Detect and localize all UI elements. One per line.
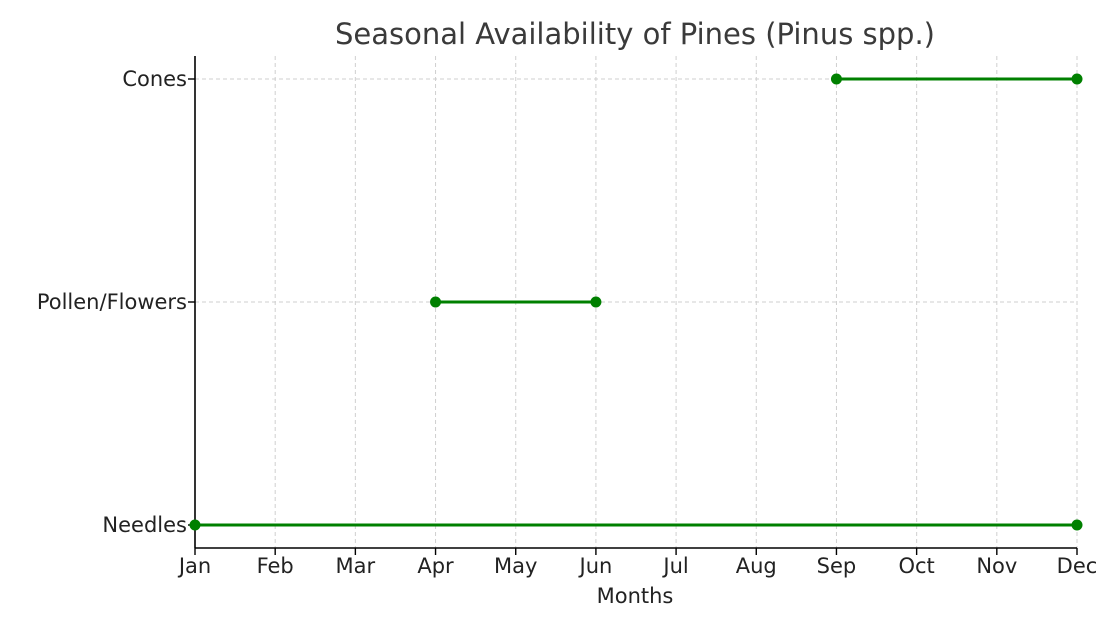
grid (194, 56, 1078, 548)
x-tick-label: Apr (417, 554, 454, 578)
y-tick-label: Needles (102, 513, 187, 537)
x-tick-label: Sep (817, 554, 857, 578)
x-tick-label: Jul (661, 554, 688, 578)
x-tick-label: Aug (736, 554, 777, 578)
chart-title: Seasonal Availability of Pines (Pinus sp… (335, 17, 935, 51)
series-point (1071, 519, 1083, 531)
x-tick-label: May (494, 554, 537, 578)
x-tick-label: Jun (578, 554, 613, 578)
x-tick-label: Feb (257, 554, 294, 578)
series (189, 73, 1083, 531)
y-tick-label: Pollen/Flowers (37, 290, 187, 314)
series-point (430, 296, 442, 308)
x-tick-label: Jan (177, 554, 211, 578)
ticks: Jan Feb Mar Apr May Jun Jul Aug Sep Oct Nov Dec Need… (37, 67, 1097, 578)
x-tick-label: Mar (336, 554, 376, 578)
x-tick-label: Oct (898, 554, 934, 578)
series-point (830, 73, 842, 85)
x-tick-label: Dec (1057, 554, 1098, 578)
y-tick-label: Cones (122, 67, 187, 91)
series-point (590, 296, 602, 308)
series-point (1071, 73, 1083, 85)
x-tick-label: Nov (976, 554, 1017, 578)
x-axis-label: Months (597, 584, 674, 608)
series-point (189, 519, 201, 531)
